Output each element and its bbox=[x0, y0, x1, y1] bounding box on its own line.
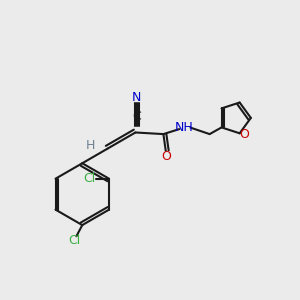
Text: N: N bbox=[132, 91, 142, 104]
Text: O: O bbox=[161, 150, 171, 163]
Text: C: C bbox=[133, 110, 141, 123]
Text: Cl: Cl bbox=[68, 234, 80, 247]
Text: O: O bbox=[239, 128, 249, 141]
Text: H: H bbox=[86, 139, 95, 152]
Text: NH: NH bbox=[175, 121, 194, 134]
Text: Cl: Cl bbox=[83, 172, 95, 185]
